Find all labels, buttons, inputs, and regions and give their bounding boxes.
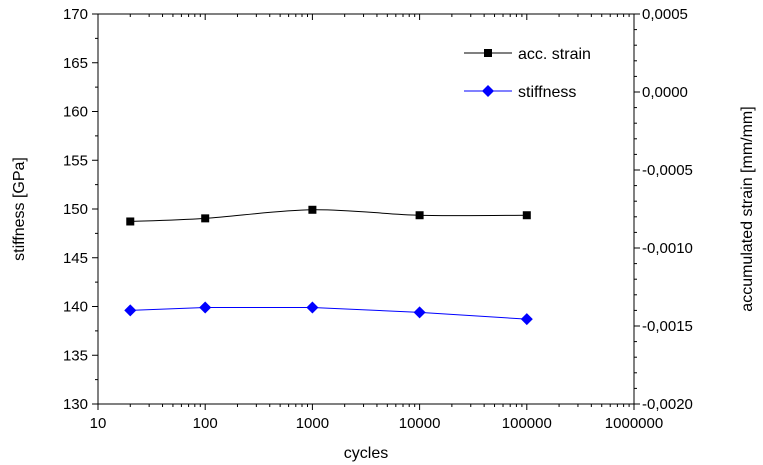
y-axis-title: stiffness [GPa] <box>11 157 28 261</box>
y-tick-label: 150 <box>63 201 88 218</box>
data-point <box>308 205 317 214</box>
y2-tick-label: -0,0005 <box>642 162 693 179</box>
y2-axis-title: accumulated strain [mm/mm] <box>739 106 756 311</box>
y-tick-label: 145 <box>63 250 88 267</box>
y-tick-label: 160 <box>63 104 88 121</box>
x-tick-label: 1000000 <box>605 415 663 432</box>
legend-item: acc. strain <box>464 46 591 63</box>
y2-tick-label: 0,0005 <box>642 6 688 23</box>
data-point <box>201 214 210 223</box>
y2-tick-label: -0,0020 <box>642 396 693 413</box>
data-point <box>415 211 424 220</box>
y-tick-label: 130 <box>63 396 88 413</box>
legend-item: stiffness <box>464 84 576 101</box>
x-tick-label: 100000 <box>502 415 552 432</box>
x-tick-label: 1000 <box>296 415 329 432</box>
x-axis-title: cycles <box>344 445 388 462</box>
legend-label: stiffness <box>518 84 576 101</box>
y-tick-label: 140 <box>63 299 88 316</box>
y-tick-label: 135 <box>63 347 88 364</box>
legend-label: acc. strain <box>518 46 591 63</box>
legend-marker <box>482 85 494 97</box>
y2-tick-label: -0,0015 <box>642 318 693 335</box>
data-point <box>126 217 135 226</box>
x-tick-label: 10 <box>90 415 107 432</box>
series-line <box>130 306 527 320</box>
y-tick-label: 170 <box>63 6 88 23</box>
y2-tick-label: 0,0000 <box>642 84 688 101</box>
y-tick-label: 165 <box>63 55 88 72</box>
data-point <box>199 301 212 314</box>
data-point <box>520 313 533 326</box>
data-point <box>522 211 531 220</box>
data-point <box>306 301 319 314</box>
plot-area: 10 100 1000 10000 100000 1000000 130 135 140 145 1… <box>63 6 693 432</box>
series-line <box>130 209 527 222</box>
x-tick-label: 100 <box>193 415 218 432</box>
series-stiffness <box>124 301 533 326</box>
data-point <box>124 304 137 317</box>
series-acc-strain <box>126 205 531 226</box>
legend-marker <box>484 49 492 57</box>
x-tick-label: 10000 <box>399 415 441 432</box>
y2-tick-label: -0,0010 <box>642 240 693 257</box>
data-point <box>413 306 426 319</box>
y-tick-label: 155 <box>63 152 88 169</box>
legend: acc. strain stiffness <box>464 46 591 101</box>
